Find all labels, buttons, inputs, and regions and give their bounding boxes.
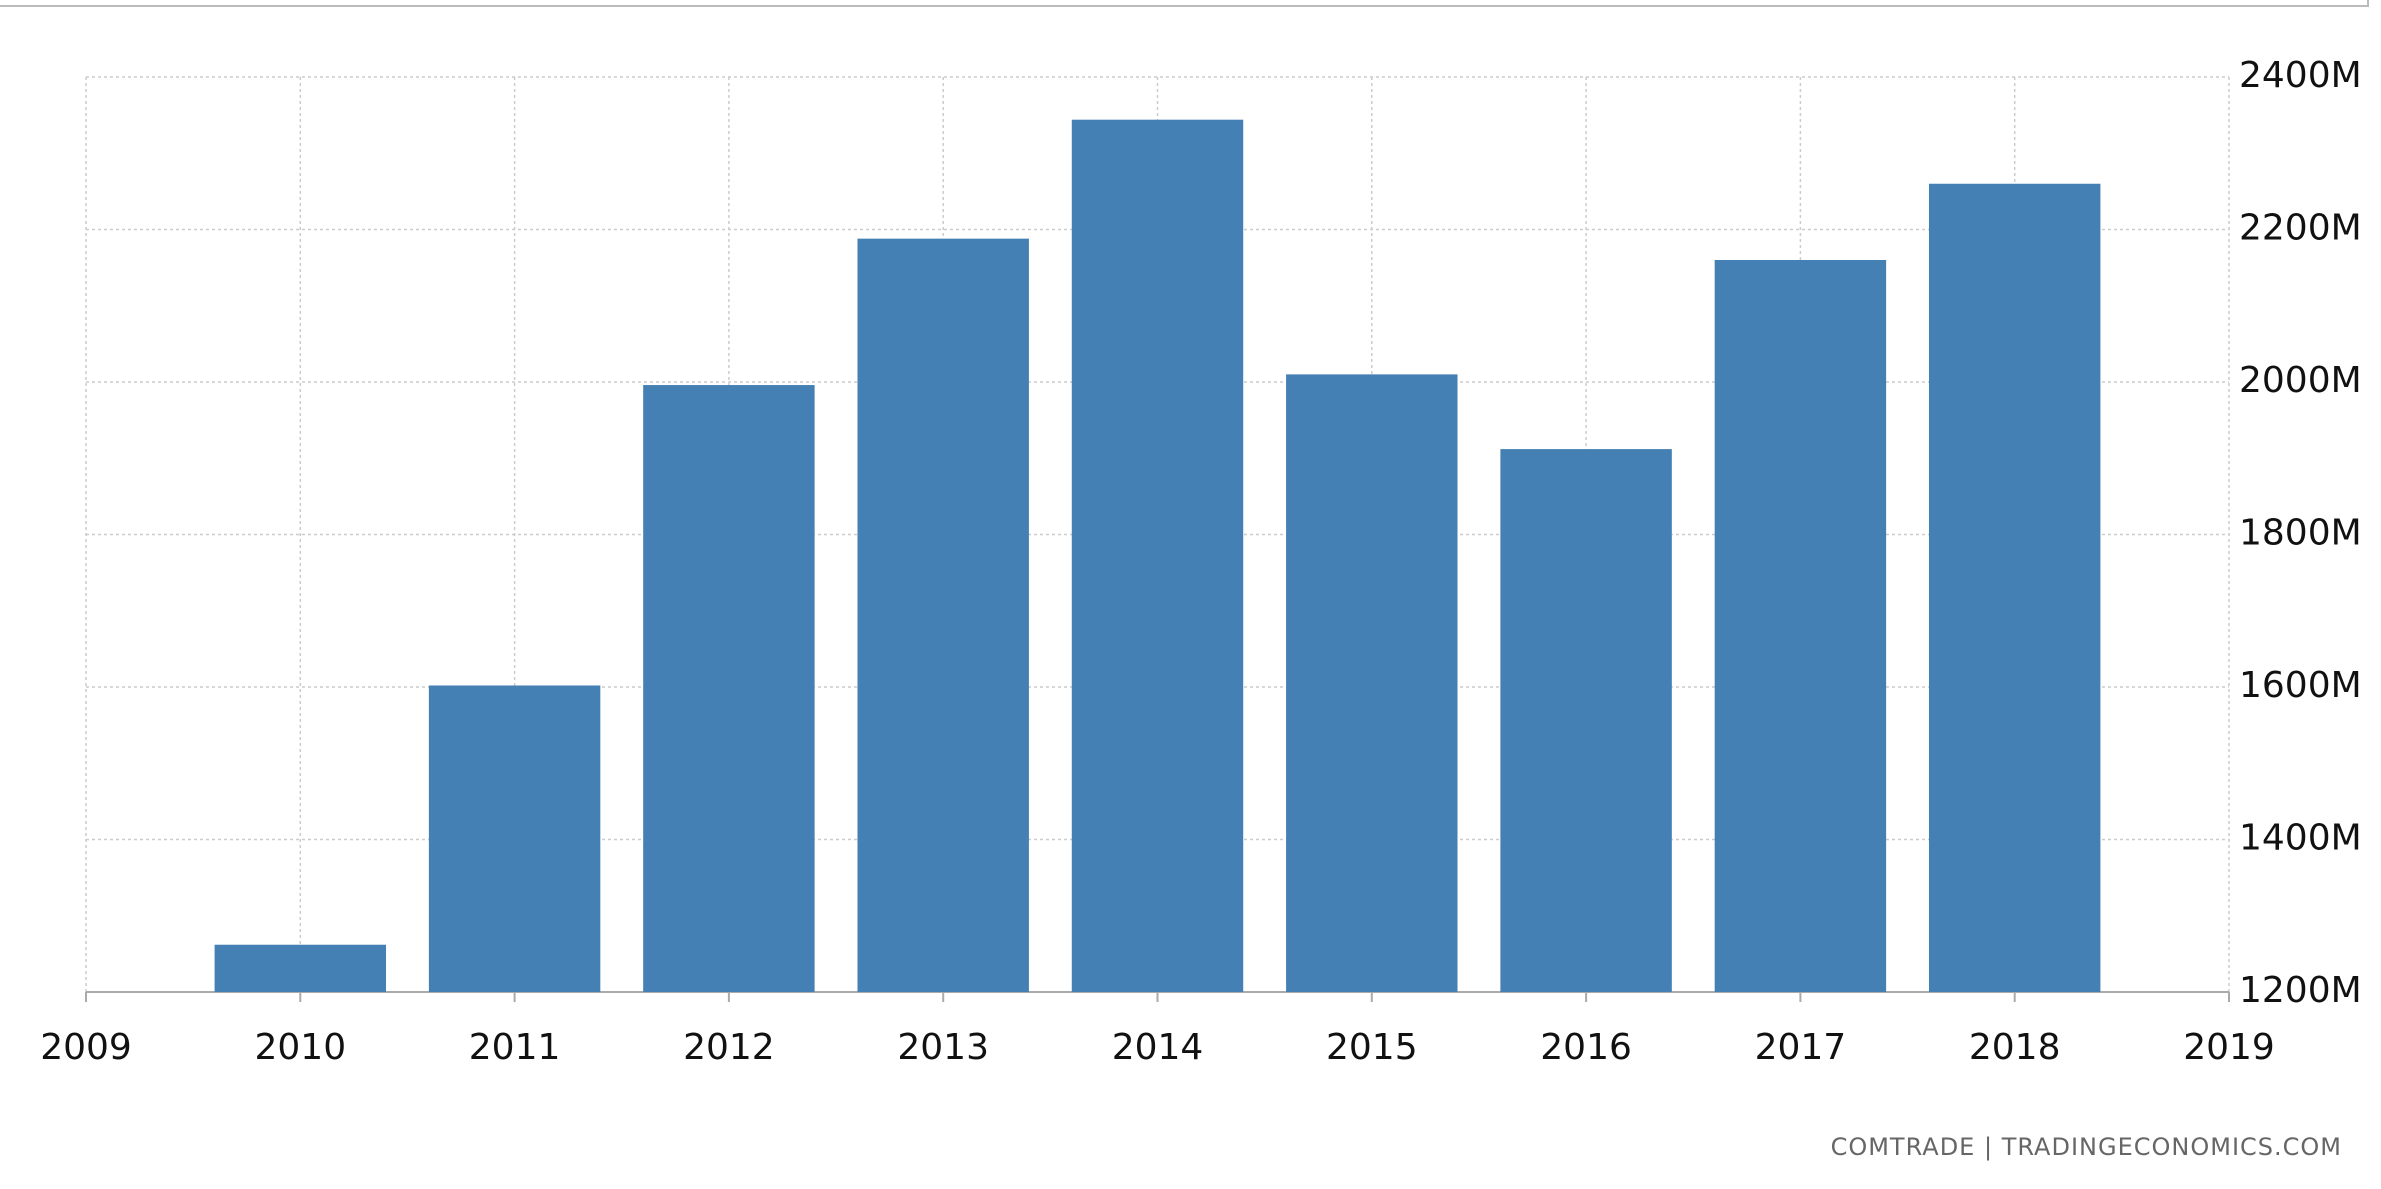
y-tick-label: 2200M [2239,208,2362,249]
x-tick-label: 2012 [683,1027,775,1068]
bar [214,944,387,992]
bar [857,238,1029,992]
bar [1286,374,1458,992]
x-tick-label: 2017 [1755,1027,1847,1068]
x-tick-label: 2019 [2183,1027,2275,1068]
bar [1714,260,1887,992]
bar [643,385,815,992]
frame [0,0,2369,7]
bar [1071,119,1244,992]
x-tick-label: 2009 [40,1027,132,1068]
y-tick-label: 2000M [2239,360,2362,401]
y-tick-label: 1600M [2239,665,2362,706]
y-tick-label: 2400M [2239,55,2362,96]
x-tick-label: 2018 [1969,1027,2061,1068]
y-tick-label: 1800M [2239,513,2362,554]
source: COMTRADE | TRADINGECONOMICS.COM [1831,1133,2342,1161]
x-tick-label: 2013 [897,1027,989,1068]
y-tick-label: 1400M [2239,818,2362,859]
bar [1928,183,2101,992]
x-tick-label: 2011 [469,1027,561,1068]
x-tick-label: 2016 [1540,1027,1632,1068]
y-tick-label: 1200M [2239,970,2362,1011]
x-tick-label: 2015 [1326,1027,1418,1068]
x-tick-label: 2010 [254,1027,346,1068]
bar [1500,449,1672,993]
bar [428,685,601,992]
x-tick-label: 2014 [1112,1027,1204,1068]
